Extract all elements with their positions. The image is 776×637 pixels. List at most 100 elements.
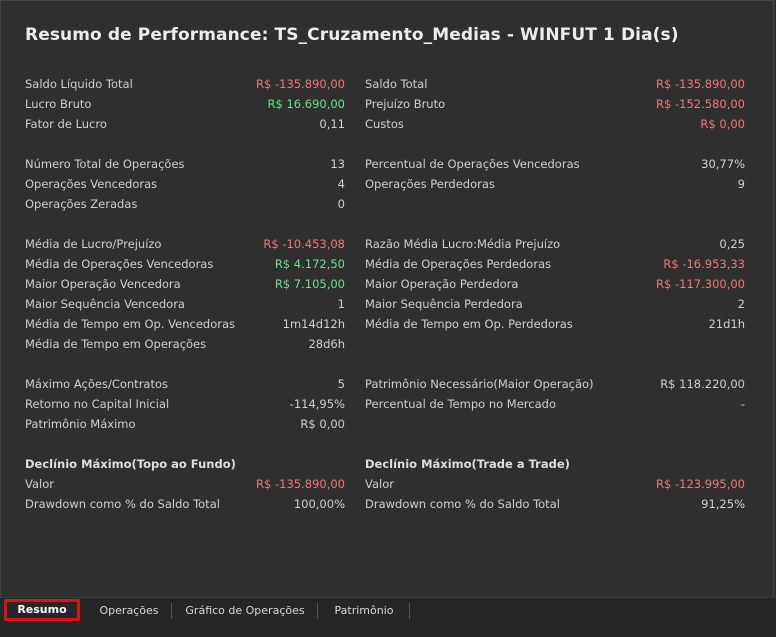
metric-lucro-bruto-value: R$ 16.690,00	[267, 97, 346, 111]
metric-maior-sequencia-vencedora-value: 1	[337, 297, 345, 311]
metric-operacoes-zeradas-label: Operações Zeradas	[25, 197, 138, 211]
drawdown-left-drawdown-como-do-saldo-total-label: Drawdown como % do Saldo Total	[25, 497, 220, 511]
metric-percentual-de-operacoes-vencedoras-row: Percentual de Operações Vencedoras 30,77%	[365, 154, 745, 174]
metric-numero-total-de-operacoes-value: 13	[330, 157, 345, 171]
metric-percentual-de-tempo-no-mercado-value: -	[740, 397, 745, 411]
metric-operacoes-zeradas-row: Operações Zeradas 0	[25, 194, 345, 214]
metric-prejuizo-bruto-value: R$ -152.580,00	[656, 97, 745, 111]
metric-media-de-lucro-prejuizo-label: Média de Lucro/Prejuízo	[25, 237, 162, 251]
metric-saldo-liquido-total-value: R$ -135.890,00	[256, 77, 345, 91]
bottom-tab-bar: Resumo Operações Gráfico de Operações Pa…	[0, 597, 776, 637]
page-title: Resumo de Performance: TS_Cruzamento_Med…	[25, 25, 679, 45]
drawdown-left-drawdown-como-do-saldo-total-row: Drawdown como % do Saldo Total 100,00%	[25, 494, 345, 514]
metric-percentual-de-tempo-no-mercado-row: Percentual de Tempo no Mercado -	[365, 394, 745, 414]
tab-patrimonio[interactable]: Patrimônio	[318, 600, 410, 622]
drawdown-right-drawdown-como-do-saldo-total-label: Drawdown como % do Saldo Total	[365, 497, 560, 511]
tab-resumo[interactable]: Resumo	[4, 599, 80, 621]
drawdown-left-valor-value: R$ -135.890,00	[256, 477, 345, 491]
metric-patrimonio-necessario-maior-operacao-label: Patrimônio Necessário(Maior Operação)	[365, 377, 594, 391]
metric-operacoes-vencedoras-label: Operações Vencedoras	[25, 177, 158, 191]
metric-lucro-bruto-label: Lucro Bruto	[25, 97, 92, 111]
drawdown-left-valor-row: Valor R$ -135.890,00	[25, 474, 345, 494]
metric-operacoes-perdedoras-row: Operações Perdedoras 9	[365, 174, 745, 194]
drawdown-right-heading: Declínio Máximo(Trade a Trade)	[365, 457, 570, 471]
performance-summary-panel: Resumo de Performance: TS_Cruzamento_Med…	[0, 0, 774, 597]
metric-operacoes-perdedoras-value: 9	[737, 177, 745, 191]
metric-saldo-liquido-total-label: Saldo Líquido Total	[25, 77, 133, 91]
metric-razao-media-lucro-media-prejuizo-label: Razão Média Lucro:Média Prejuízo	[365, 237, 561, 251]
metric-media-de-tempo-em-op-perdedoras-label: Média de Tempo em Op. Perdedoras	[365, 317, 573, 331]
metric-media-de-tempo-em-op-vencedoras-row: Média de Tempo em Op. Vencedoras 1m14d12h	[25, 314, 345, 334]
metric-maior-operacao-perdedora-label: Maior Operação Perdedora	[365, 277, 519, 291]
metric-razao-media-lucro-media-prejuizo-row: Razão Média Lucro:Média Prejuízo 0,25	[365, 234, 745, 254]
metric-maior-sequencia-perdedora-row: Maior Sequência Perdedora 2	[365, 294, 745, 314]
metric-media-de-operacoes-perdedoras-label: Média de Operações Perdedoras	[365, 257, 552, 271]
metric-media-de-tempo-em-operacoes-label: Média de Tempo em Operações	[25, 337, 207, 351]
metric-percentual-de-operacoes-vencedoras-value: 30,77%	[701, 157, 745, 171]
metric-operacoes-perdedoras-label: Operações Perdedoras	[365, 177, 495, 191]
metric-media-de-lucro-prejuizo-value: R$ -10.453,08	[263, 237, 345, 251]
metric-media-de-lucro-prejuizo-row: Média de Lucro/Prejuízo R$ -10.453,08	[25, 234, 345, 254]
metric-operacoes-vencedoras-value: 4	[337, 177, 345, 191]
metric-maior-operacao-vencedora-value: R$ 7.105,00	[274, 277, 345, 291]
metric-media-de-tempo-em-operacoes-row: Média de Tempo em Operações 28d6h	[25, 334, 345, 354]
metric-custos-row: Custos R$ 0,00	[365, 114, 745, 134]
metric-retorno-no-capital-inicial-value: -114,95%	[289, 397, 345, 411]
metric-prejuizo-bruto-label: Prejuízo Bruto	[365, 97, 446, 111]
drawdown-left-valor-label: Valor	[25, 477, 54, 491]
drawdown-left-drawdown-como-do-saldo-total-value: 100,00%	[293, 497, 345, 511]
metric-numero-total-de-operacoes-label: Número Total de Operações	[25, 157, 185, 171]
metric-maior-sequencia-perdedora-label: Maior Sequência Perdedora	[365, 297, 523, 311]
drawdown-right-valor-label: Valor	[365, 477, 394, 491]
metric-patrimonio-maximo-value: R$ 0,00	[300, 417, 345, 431]
metric-lucro-bruto-row: Lucro Bruto R$ 16.690,00	[25, 94, 345, 114]
metric-patrimonio-maximo-label: Patrimônio Máximo	[25, 417, 136, 431]
drawdown-right-valor-value: R$ -123.995,00	[656, 477, 745, 491]
metric-maior-sequencia-perdedora-value: 2	[737, 297, 745, 311]
metric-custos-value: R$ 0,00	[700, 117, 745, 131]
metric-saldo-total-value: R$ -135.890,00	[656, 77, 745, 91]
metric-maior-sequencia-vencedora-row: Maior Sequência Vencedora 1	[25, 294, 345, 314]
metric-media-de-operacoes-vencedoras-row: Média de Operações Vencedoras R$ 4.172,50	[25, 254, 345, 274]
metric-maior-operacao-vencedora-label: Maior Operação Vencedora	[25, 277, 181, 291]
metric-operacoes-vencedoras-row: Operações Vencedoras 4	[25, 174, 345, 194]
metric-media-de-tempo-em-operacoes-value: 28d6h	[308, 337, 345, 351]
metric-numero-total-de-operacoes-row: Número Total de Operações 13	[25, 154, 345, 174]
right-metrics-column: Saldo Total R$ -135.890,00 Prejuízo Bruto R…	[365, 74, 745, 544]
metric-retorno-no-capital-inicial-row: Retorno no Capital Inicial -114,95%	[25, 394, 345, 414]
metric-percentual-de-tempo-no-mercado-label: Percentual de Tempo no Mercado	[365, 397, 556, 411]
metric-saldo-total-label: Saldo Total	[365, 77, 428, 91]
metric-maior-sequencia-vencedora-label: Maior Sequência Vencedora	[25, 297, 185, 311]
metric-media-de-operacoes-perdedoras-value: R$ -16.953,33	[663, 257, 745, 271]
metric-media-de-tempo-em-op-vencedoras-label: Média de Tempo em Op. Vencedoras	[25, 317, 235, 331]
metric-maior-operacao-vencedora-row: Maior Operação Vencedora R$ 7.105,00	[25, 274, 345, 294]
metric-maximo-acoes-contratos-row: Máximo Ações/Contratos 5	[25, 374, 345, 394]
metric-operacoes-zeradas-value: 0	[337, 197, 345, 211]
metric-fator-de-lucro-label: Fator de Lucro	[25, 117, 107, 131]
metric-retorno-no-capital-inicial-label: Retorno no Capital Inicial	[25, 397, 170, 411]
metric-maior-operacao-perdedora-value: R$ -117.300,00	[656, 277, 745, 291]
metric-maximo-acoes-contratos-label: Máximo Ações/Contratos	[25, 377, 169, 391]
drawdown-left-heading: Declínio Máximo(Topo ao Fundo)	[25, 457, 236, 471]
metric-percentual-de-operacoes-vencedoras-label: Percentual de Operações Vencedoras	[365, 157, 580, 171]
metric-saldo-liquido-total-row: Saldo Líquido Total R$ -135.890,00	[25, 74, 345, 94]
metric-media-de-operacoes-vencedoras-label: Média de Operações Vencedoras	[25, 257, 214, 271]
metric-media-de-tempo-em-op-perdedoras-value: 21d1h	[708, 317, 745, 331]
metric-media-de-tempo-em-op-perdedoras-row: Média de Tempo em Op. Perdedoras 21d1h	[365, 314, 745, 334]
tab-operacoes[interactable]: Operações	[86, 600, 172, 622]
metric-media-de-operacoes-perdedoras-row: Média de Operações Perdedoras R$ -16.953,…	[365, 254, 745, 274]
metric-prejuizo-bruto-row: Prejuízo Bruto R$ -152.580,00	[365, 94, 745, 114]
metric-media-de-operacoes-vencedoras-value: R$ 4.172,50	[274, 257, 345, 271]
metric-patrimonio-necessario-maior-operacao-value: R$ 118.220,00	[660, 377, 745, 391]
metric-maximo-acoes-contratos-value: 5	[337, 377, 345, 391]
tab-grafico-de-operacoes[interactable]: Gráfico de Operações	[172, 600, 318, 622]
metric-patrimonio-maximo-row: Patrimônio Máximo R$ 0,00	[25, 414, 345, 434]
metric-custos-label: Custos	[365, 117, 404, 131]
drawdown-right-valor-row: Valor R$ -123.995,00	[365, 474, 745, 494]
metric-maior-operacao-perdedora-row: Maior Operação Perdedora R$ -117.300,00	[365, 274, 745, 294]
drawdown-right-drawdown-como-do-saldo-total-value: 91,25%	[701, 497, 745, 511]
metric-fator-de-lucro-value: 0,11	[319, 117, 345, 131]
metric-saldo-total-row: Saldo Total R$ -135.890,00	[365, 74, 745, 94]
left-metrics-column: Saldo Líquido Total R$ -135.890,00 Lucro B…	[25, 74, 345, 544]
metric-fator-de-lucro-row: Fator de Lucro 0,11	[25, 114, 345, 134]
